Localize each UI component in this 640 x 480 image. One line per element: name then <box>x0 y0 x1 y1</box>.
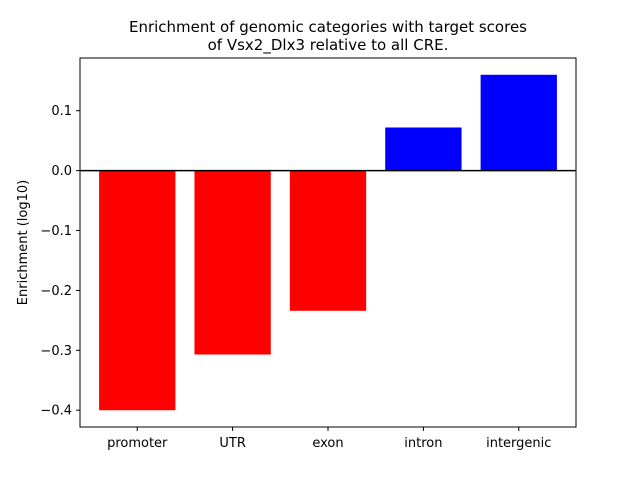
chart-title-line-1: Enrichment of genomic categories with ta… <box>129 18 527 36</box>
y-tick-label: −0.3 <box>40 344 72 359</box>
y-tick-label: 0.0 <box>51 164 72 179</box>
bar-intron <box>385 127 462 171</box>
y-tick-label: −0.1 <box>40 224 72 239</box>
x-tick-label: intergenic <box>486 436 551 451</box>
bars-group <box>99 74 557 411</box>
y-axis-label: Enrichment (log10) <box>16 180 31 305</box>
x-tick-label: intron <box>404 436 442 451</box>
x-tick-label: promoter <box>107 436 168 451</box>
x-axis: promoter UTR exon intron intergenic <box>107 427 551 451</box>
bar-intergenic <box>480 74 557 171</box>
y-tick-label: 0.1 <box>51 104 72 119</box>
y-tick-label: −0.4 <box>40 404 72 419</box>
bar-UTR <box>194 170 271 355</box>
x-tick-label: UTR <box>219 436 246 451</box>
chart-title-line-2: of Vsx2_Dlx3 relative to all CRE. <box>208 36 449 55</box>
bar-exon <box>289 170 367 311</box>
y-axis: −0.4 −0.3 −0.2 −0.1 0.0 0.1 <box>40 104 80 419</box>
x-tick-label: exon <box>312 436 343 451</box>
bar-promoter <box>99 170 176 411</box>
y-tick-label: −0.2 <box>40 284 72 299</box>
